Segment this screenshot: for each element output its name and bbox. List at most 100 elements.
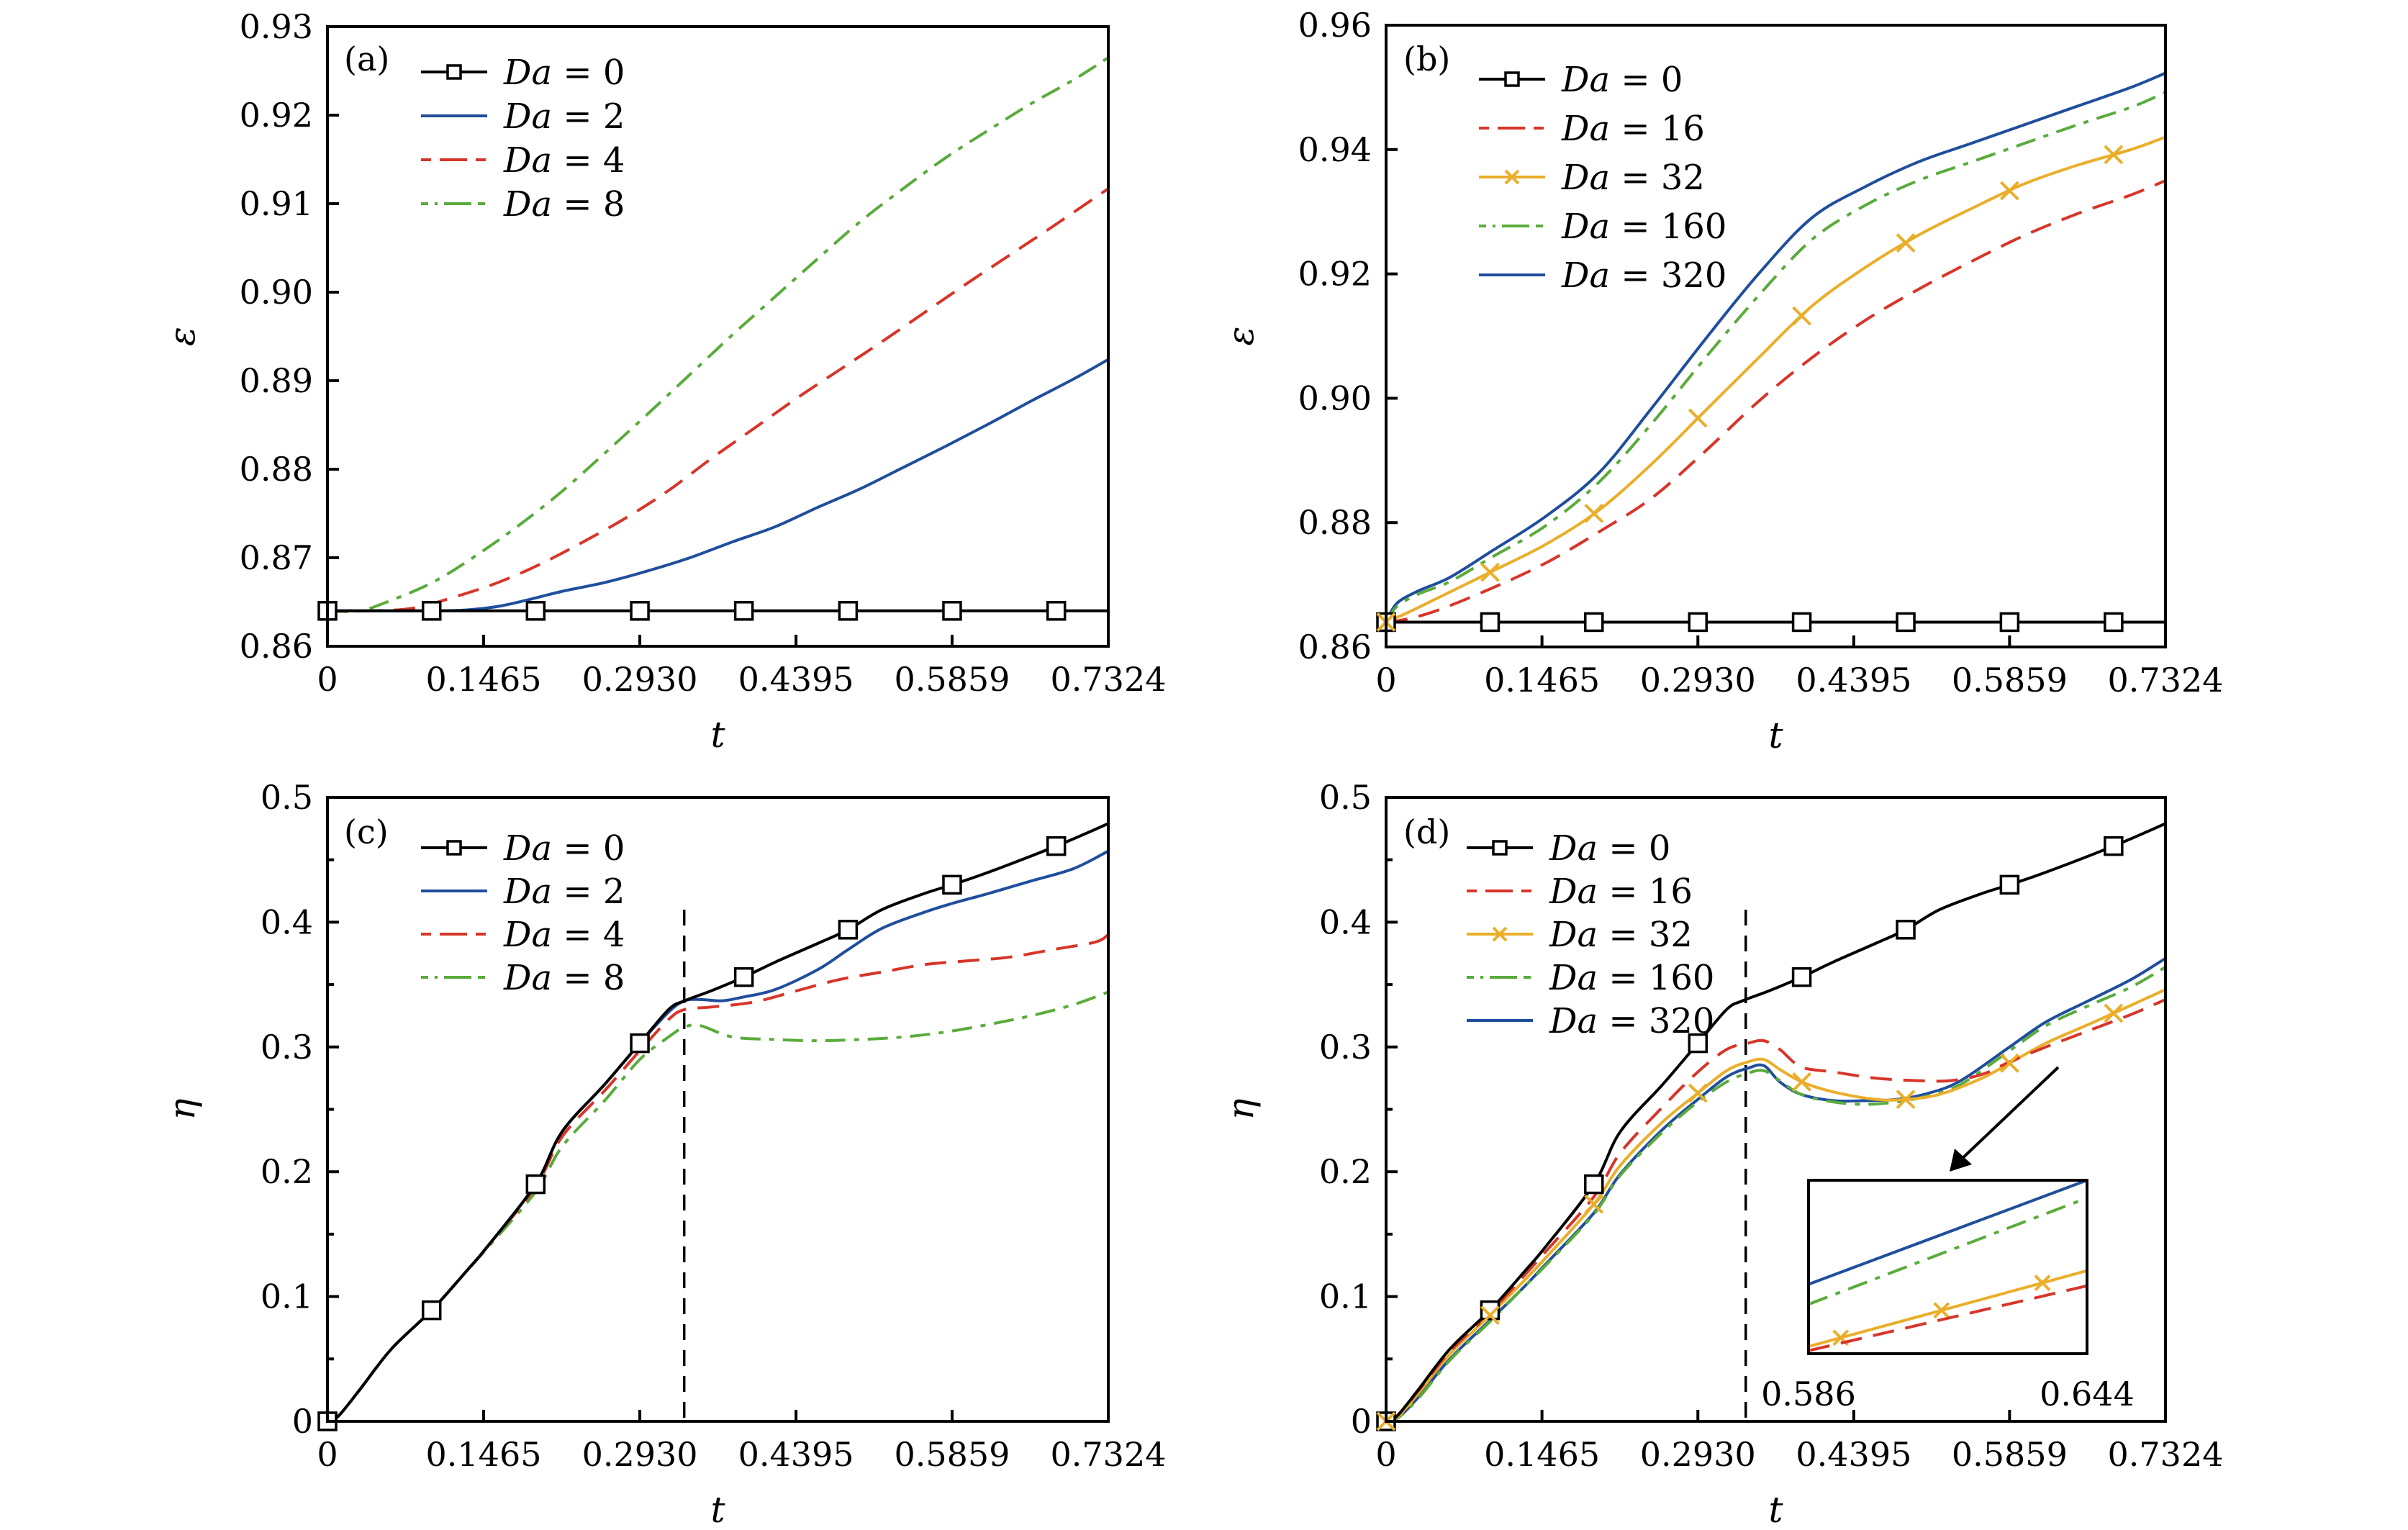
- legend-label-da-8: Da = 8: [503, 958, 625, 998]
- x-tick-label: 0.7324: [1051, 1435, 1167, 1474]
- marker-x-d2-legend: [1492, 926, 1508, 942]
- marker-square-b0-5: [1896, 612, 1916, 633]
- marker-square-b0-3: [1688, 612, 1708, 633]
- panel-tag: (a): [344, 40, 389, 78]
- marker-square-a0-3: [630, 601, 650, 621]
- y-tick-label: 0.88: [1298, 503, 1372, 542]
- y-tick-label: 0: [1351, 1402, 1372, 1441]
- series-line-da-4: [327, 187, 1108, 613]
- panel-tag: (b): [1403, 40, 1450, 78]
- y-axis-title: ε: [161, 327, 203, 346]
- legend-label-da-8: Da = 8: [503, 184, 625, 225]
- legend-label-da-32: Da = 32: [1561, 158, 1705, 198]
- inset-background: [1809, 1180, 2087, 1354]
- plot-frame: [326, 796, 1110, 1423]
- panel-a: 0 0.1465 0.2930 0.4395 0.5859 0.7324 0.86 0.87 0…: [161, 7, 1166, 756]
- y-tick-label: 0.3: [1319, 1028, 1372, 1067]
- legend-label-da-16: Da = 16: [1561, 109, 1705, 149]
- legend-label-da-2: Da = 2: [503, 872, 625, 912]
- x-tick-label: 0.1465: [426, 1435, 542, 1474]
- marker-x-b2-1: [1480, 562, 1500, 582]
- marker-square-a0-6: [942, 601, 962, 621]
- x-tick-label: 0.2930: [582, 1435, 698, 1474]
- marker-square-d0-5: [1896, 920, 1916, 940]
- x-tick-label: 0.2930: [1640, 1435, 1756, 1474]
- marker-square-d0-6: [1999, 874, 2020, 895]
- marker-x-d2-4: [1792, 1072, 1811, 1092]
- legend-label-da-0: Da = 0: [503, 828, 625, 869]
- y-tick-label: 0.94: [1298, 130, 1372, 169]
- x-tick-label: 0.2930: [1640, 661, 1756, 700]
- inset-line-da-160: [1809, 1196, 2087, 1306]
- x-tick-label: 0.1465: [426, 660, 542, 699]
- x-tick-label: 0.1465: [1484, 661, 1600, 700]
- y-tick-label: 0.5: [1319, 778, 1372, 817]
- legend-label-da-0: Da = 0: [503, 53, 625, 93]
- series-line-da-8: [327, 56, 1108, 613]
- x-axis-title: t: [710, 714, 725, 756]
- panel-b: 0 0.1465 0.2930 0.4395 0.5859 0.7324 0.86 0.88 0…: [1220, 6, 2223, 756]
- x-tick-label: 0.7324: [2108, 1435, 2224, 1474]
- marker-square-b0-6: [1999, 612, 2020, 633]
- marker-square-b0-2: [1584, 612, 1604, 633]
- panel-tag: (c): [344, 812, 389, 851]
- series-line-da-320: [1386, 71, 2165, 623]
- legend-label-da-320: Da = 320: [1549, 1001, 1714, 1041]
- marker-square-a0-legend: [446, 64, 462, 80]
- x-tick-label: 0: [317, 1435, 338, 1474]
- marker-x-b2-legend: [1504, 169, 1520, 185]
- y-tick-label: 0.1: [1319, 1277, 1372, 1316]
- marker-square-d0-legend: [1492, 840, 1508, 856]
- marker-square-b0-legend: [1504, 71, 1520, 87]
- arrow-line: [1957, 1066, 2060, 1163]
- marker-square-a0-7: [1046, 601, 1067, 621]
- x-axis-title: t: [1768, 715, 1783, 756]
- y-tick-label: 0.92: [240, 96, 313, 135]
- marker-x-b2-7: [2104, 145, 2124, 165]
- marker-square-d0-7: [2104, 836, 2124, 856]
- x-tick-label: 0: [1375, 661, 1396, 700]
- series-group: [327, 56, 1108, 613]
- legend: Da = 0Da = 2Da = 4Da = 8: [421, 53, 625, 225]
- y-tick-label: 0.92: [1298, 255, 1372, 294]
- y-tick-label: 0: [292, 1402, 313, 1441]
- y-tick-label: 0.4: [261, 902, 313, 941]
- marker-x-b2-2: [1584, 503, 1604, 523]
- y-tick-label: 0.86: [240, 627, 313, 666]
- arrow-head-icon: [1950, 1149, 1972, 1172]
- legend-label-da-4: Da = 4: [503, 140, 625, 181]
- inset-frame: [1807, 1179, 2088, 1355]
- x-tick-label: 0: [317, 660, 338, 699]
- marker-square-a0-4: [733, 601, 754, 621]
- y-tick-label: 0.87: [240, 538, 313, 577]
- legend-label-da-16: Da = 16: [1549, 872, 1693, 912]
- x-tick-label: 0: [1375, 1435, 1396, 1474]
- marker-square-b0-4: [1791, 612, 1812, 633]
- marker-square-a0-5: [838, 601, 859, 621]
- series-line-da-8: [327, 990, 1108, 1421]
- x-tick-label: 0.5859: [894, 660, 1010, 699]
- legend-label-da-0: Da = 0: [1561, 60, 1683, 100]
- marker-square-b0-7: [2104, 612, 2124, 633]
- x-axis-title: t: [710, 1489, 725, 1530]
- x-tick-label: 0.2930: [582, 660, 698, 699]
- inset-line-da-320: [1809, 1180, 2087, 1286]
- plot-frame: [1385, 796, 2167, 1423]
- marker-square-a0-1: [421, 601, 442, 621]
- marker-square-c0-4: [733, 967, 754, 987]
- y-axis-title: ε: [1220, 327, 1262, 346]
- marker-square-d0-3: [1688, 1033, 1708, 1054]
- panel-d: 0 0.1465 0.2930 0.4395 0.5859 0.7324 0 0.1 0.2 0.…: [1220, 778, 2223, 1530]
- y-tick-label: 0.4: [1319, 902, 1372, 941]
- y-tick-label: 0.1: [261, 1277, 313, 1316]
- plot-frame: [1385, 24, 2167, 648]
- series-line-da-160: [1386, 91, 2165, 623]
- y-tick-label: 0.5: [261, 778, 313, 817]
- marker-square-d0-2: [1584, 1174, 1604, 1195]
- x-tick-label: 0.1465: [1484, 1435, 1600, 1474]
- inset-x-label: 0.586: [1761, 1375, 1856, 1413]
- legend-label-da-4: Da = 4: [503, 915, 625, 955]
- y-tick-label: 0.86: [1298, 628, 1372, 666]
